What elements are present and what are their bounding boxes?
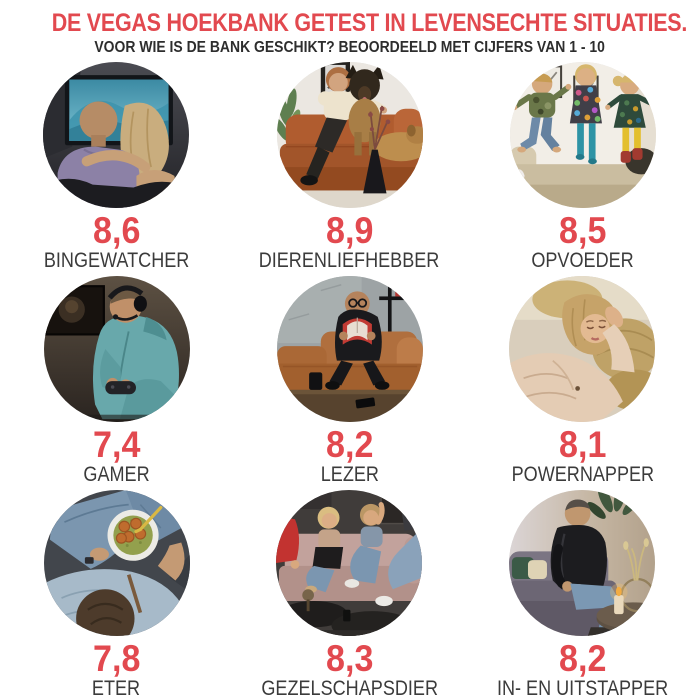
man-gaming-photo — [43, 276, 190, 423]
page-title: DE VEGAS HOEKBANK GETEST IN LEVENSECHTE … — [51, 9, 688, 37]
rating-card-gezelschapsdier: 8,3 GEZELSCHAPSDIER — [247, 490, 452, 700]
rating-label: LEZER — [320, 463, 379, 487]
rating-card-dierenliefhebber: 8,9 DIERENLIEFHEBBER — [244, 62, 454, 272]
man-reading-photo — [276, 276, 423, 423]
friends-on-sofa-photo — [276, 490, 423, 637]
rating-card-opvoeder: 8,5 OPVOEDER — [509, 62, 656, 272]
page-subtitle: VOOR WIE IS DE BANK GESCHIKT? BEOORDEELD… — [94, 39, 606, 56]
rating-score: 8,6 — [92, 210, 141, 251]
rating-label: GAMER — [83, 463, 150, 487]
rating-label: GEZELSCHAPSDIER — [261, 677, 438, 700]
rating-score: 8,1 — [558, 424, 607, 466]
rating-label: ETER — [92, 677, 141, 700]
rating-label: DIERENLIEFHEBBER — [259, 249, 440, 272]
rating-score: 8,9 — [325, 210, 374, 251]
woman-napping-photo — [509, 276, 656, 423]
man-getting-up-photo — [509, 490, 656, 637]
rating-label: OPVOEDER — [531, 249, 634, 272]
infographic-header: DE VEGAS HOEKBANK GETEST IN LEVENSECHTE … — [0, 0, 700, 57]
rating-card-lezer: 8,2 LEZER — [276, 276, 423, 487]
rating-label: IN- EN UITSTAPPER — [496, 677, 669, 700]
man-eating-photo — [43, 490, 190, 637]
woman-with-dogs-photo — [276, 62, 423, 208]
rating-card-in-en-uitstapper: 8,2 IN- EN UITSTAPPER — [483, 490, 682, 700]
rating-score: 8,5 — [558, 210, 607, 251]
rating-score: 7,4 — [92, 424, 141, 466]
rating-card-gamer: 7,4 GAMER — [43, 276, 190, 487]
children-jumping-photo — [509, 62, 656, 208]
rating-label: POWERNAPPER — [511, 463, 654, 487]
rating-grid: 8,6 BINGEWATCHER — [0, 62, 700, 700]
rating-card-eter: 7,8 ETER — [43, 490, 190, 700]
couple-watching-tv-photo — [43, 62, 190, 208]
rating-score: 7,8 — [92, 638, 141, 680]
rating-card-bingewatcher: 8,6 BINGEWATCHER — [32, 62, 201, 272]
rating-card-powernapper: 8,1 POWERNAPPER — [500, 276, 666, 486]
rating-score: 8,2 — [558, 638, 607, 680]
rating-score: 8,3 — [325, 638, 374, 680]
rating-label: BINGEWATCHER — [43, 249, 190, 272]
rating-score: 8,2 — [325, 424, 374, 466]
